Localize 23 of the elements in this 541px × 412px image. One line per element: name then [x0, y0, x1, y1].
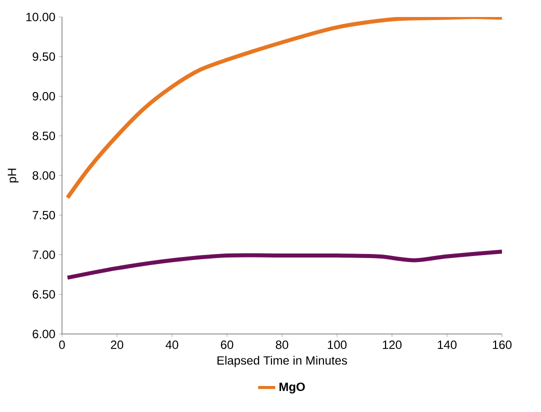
x-tick-label: 0 — [59, 340, 65, 350]
y-tick-label: 6.50 — [32, 290, 56, 299]
x-tick-label: 140 — [438, 340, 457, 350]
x-tick-label: 80 — [276, 340, 288, 350]
y-tick-label: 7.00 — [32, 250, 56, 259]
y-tick-label: 9.00 — [32, 92, 56, 100]
line-series — [66, 16, 502, 200]
y-axis-title: pH — [8, 168, 19, 182]
y-tick-label: 10.00 — [26, 12, 56, 22]
y-tick-label: 8.50 — [32, 132, 56, 140]
line-series — [66, 250, 502, 280]
y-tick-label: 8.00 — [32, 171, 56, 180]
x-tick-label: 40 — [166, 340, 178, 350]
x-tick-label: 160 — [492, 340, 512, 350]
x-tick-label: 60 — [220, 340, 234, 350]
x-tick-label: 20 — [110, 340, 124, 350]
x-tick-label: 100 — [328, 340, 347, 350]
y-tick-label: 7.50 — [32, 210, 56, 220]
y-tick-label: 6.00 — [32, 330, 56, 338]
x-axis-title: Elapsed Time in Minutes — [218, 356, 348, 368]
x-tick-label: 120 — [382, 340, 402, 350]
y-tick-label: 9.50 — [32, 52, 56, 61]
legend-label: MgO — [280, 382, 305, 394]
